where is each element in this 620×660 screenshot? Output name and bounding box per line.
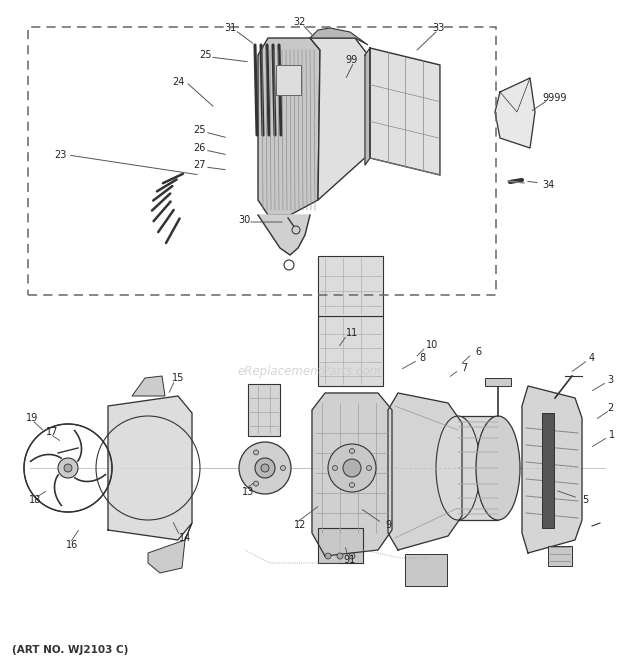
Text: 25: 25: [199, 50, 211, 60]
Text: 5: 5: [582, 495, 588, 505]
Circle shape: [328, 444, 376, 492]
Circle shape: [325, 553, 331, 559]
Circle shape: [350, 482, 355, 488]
Circle shape: [261, 464, 269, 472]
Text: 14: 14: [179, 533, 191, 543]
Circle shape: [337, 553, 343, 559]
Polygon shape: [132, 376, 165, 396]
Text: eReplacementParts.com: eReplacementParts.com: [238, 366, 382, 378]
Text: 9: 9: [385, 520, 391, 530]
Text: 32: 32: [294, 17, 306, 27]
Text: 34: 34: [542, 180, 554, 190]
Polygon shape: [365, 48, 370, 165]
Ellipse shape: [436, 416, 480, 520]
Bar: [276, 65, 301, 95]
Text: 23: 23: [54, 150, 66, 160]
Polygon shape: [495, 78, 535, 148]
Text: 4: 4: [589, 353, 595, 363]
Bar: [542, 413, 554, 528]
Text: 1: 1: [609, 430, 615, 440]
Text: 31: 31: [224, 23, 236, 33]
Text: 24: 24: [172, 77, 184, 87]
Text: 99: 99: [346, 55, 358, 65]
Text: 12: 12: [294, 520, 306, 530]
Circle shape: [280, 465, 285, 471]
Circle shape: [332, 465, 337, 471]
Text: 26: 26: [193, 143, 205, 153]
Circle shape: [64, 464, 72, 472]
Text: 17: 17: [46, 427, 58, 437]
Bar: [318, 316, 383, 386]
Text: 11: 11: [346, 328, 358, 338]
Polygon shape: [258, 38, 320, 215]
Polygon shape: [310, 38, 368, 200]
Text: 18: 18: [29, 495, 41, 505]
Text: 8: 8: [419, 353, 425, 363]
Text: (ART NO. WJ2103 C): (ART NO. WJ2103 C): [12, 645, 128, 655]
Polygon shape: [108, 396, 192, 540]
Text: 13: 13: [242, 487, 254, 497]
Circle shape: [254, 481, 259, 486]
Text: 30: 30: [238, 215, 250, 225]
Circle shape: [254, 450, 259, 455]
Polygon shape: [370, 48, 440, 175]
Circle shape: [349, 553, 355, 559]
Circle shape: [343, 459, 361, 477]
Text: 19: 19: [26, 413, 38, 423]
Text: 2: 2: [607, 403, 613, 413]
Circle shape: [239, 442, 291, 494]
Polygon shape: [310, 28, 368, 45]
Bar: [548, 546, 572, 566]
Text: 15: 15: [172, 373, 184, 383]
Bar: [318, 256, 383, 316]
Bar: [485, 378, 511, 386]
Bar: [318, 528, 363, 563]
Text: 16: 16: [66, 540, 78, 550]
Circle shape: [366, 465, 371, 471]
Bar: [28, 27, 496, 295]
Bar: [248, 384, 280, 436]
Text: 9999: 9999: [542, 93, 567, 103]
Polygon shape: [522, 386, 582, 553]
Text: 10: 10: [426, 340, 438, 350]
Text: 6: 6: [475, 347, 481, 357]
Circle shape: [58, 458, 78, 478]
Bar: [405, 554, 447, 586]
Bar: [458, 416, 498, 520]
Circle shape: [255, 458, 275, 478]
Text: 25: 25: [193, 125, 205, 135]
Ellipse shape: [476, 416, 520, 520]
Circle shape: [350, 449, 355, 453]
Polygon shape: [388, 393, 462, 550]
Text: 27: 27: [193, 160, 205, 170]
Polygon shape: [312, 393, 392, 556]
Text: 33: 33: [432, 23, 444, 33]
Circle shape: [292, 226, 300, 234]
Text: 7: 7: [461, 363, 467, 373]
Polygon shape: [258, 215, 310, 255]
Text: 3: 3: [607, 375, 613, 385]
Polygon shape: [148, 523, 192, 573]
Text: 91: 91: [344, 555, 356, 565]
